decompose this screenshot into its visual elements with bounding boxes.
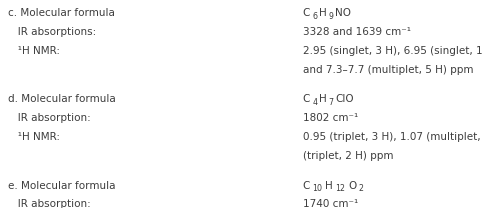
Text: 6: 6: [312, 12, 317, 21]
Text: C: C: [302, 8, 309, 18]
Text: 7: 7: [328, 98, 333, 107]
Text: C: C: [302, 181, 309, 191]
Text: H: H: [318, 8, 326, 18]
Text: 9: 9: [328, 12, 333, 21]
Text: (triplet, 2 H) ppm: (triplet, 2 H) ppm: [302, 151, 393, 161]
Text: ClO: ClO: [334, 94, 353, 104]
Text: 2.95 (singlet, 3 H), 6.95 (singlet, 1 H),: 2.95 (singlet, 3 H), 6.95 (singlet, 1 H)…: [302, 46, 484, 56]
Text: 4: 4: [312, 98, 317, 107]
Text: C: C: [302, 94, 309, 104]
Text: 2: 2: [358, 184, 363, 193]
Text: 10: 10: [312, 184, 322, 193]
Text: O: O: [348, 181, 356, 191]
Text: and 7.3–7.7 (multiplet, 5 H) ppm: and 7.3–7.7 (multiplet, 5 H) ppm: [302, 64, 472, 75]
Text: ¹H NMR:: ¹H NMR:: [8, 46, 60, 56]
Text: ¹H NMR:: ¹H NMR:: [8, 132, 60, 142]
Text: H: H: [318, 94, 326, 104]
Text: 3328 and 1639 cm⁻¹: 3328 and 1639 cm⁻¹: [302, 27, 410, 37]
Text: 12: 12: [334, 184, 345, 193]
Text: IR absorption:: IR absorption:: [8, 199, 91, 208]
Text: c. Molecular formula: c. Molecular formula: [8, 8, 115, 18]
Text: 0.95 (triplet, 3 H), 1.07 (multiplet, 2 H), and 2.90: 0.95 (triplet, 3 H), 1.07 (multiplet, 2 …: [302, 132, 484, 142]
Text: IR absorption:: IR absorption:: [8, 113, 91, 123]
Text: 1740 cm⁻¹: 1740 cm⁻¹: [302, 199, 357, 208]
Text: e. Molecular formula: e. Molecular formula: [8, 181, 116, 191]
Text: NO: NO: [334, 8, 350, 18]
Text: d. Molecular formula: d. Molecular formula: [8, 94, 116, 104]
Text: IR absorptions:: IR absorptions:: [8, 27, 96, 37]
Text: H: H: [325, 181, 332, 191]
Text: 1802 cm⁻¹: 1802 cm⁻¹: [302, 113, 357, 123]
